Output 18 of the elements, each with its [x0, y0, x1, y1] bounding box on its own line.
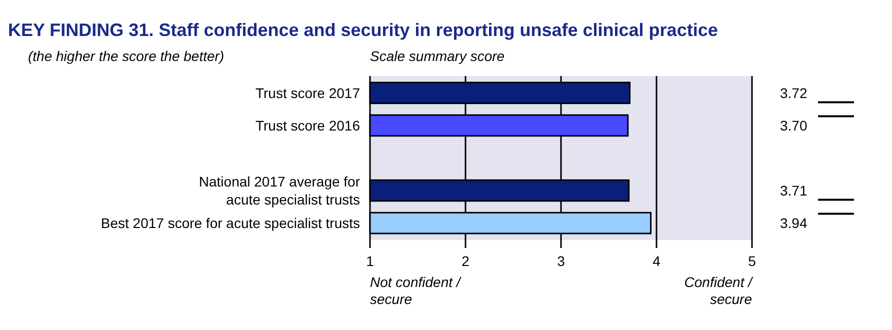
- x-tick-label: 5: [748, 253, 756, 269]
- x-tick-label: 3: [557, 253, 566, 269]
- y-tick-label: Best 2017 score for acute specialist trusts: [100, 215, 360, 232]
- y-tick-label: Trust score 2017: [255, 84, 360, 101]
- y-tick-label: National 2017 average for acute specialist trusts: [198, 174, 360, 208]
- data-label: 3.72: [780, 84, 808, 101]
- chart-title: KEY FINDING 31. Staff confidence and security in reporting unsafe clinical practice: [8, 20, 718, 40]
- data-label: 3.94: [780, 215, 808, 232]
- data-label: 3.71: [780, 182, 808, 199]
- text: (the higher the score the better): [28, 48, 224, 64]
- x-tick-label: 4: [652, 253, 661, 269]
- text: Not confident / secure: [370, 274, 462, 307]
- x-tick-label: 1: [366, 253, 374, 269]
- x-axis-title: Scale summary score: [370, 48, 505, 64]
- data-label: 3.70: [780, 117, 808, 134]
- text: Confident / secure: [684, 274, 754, 307]
- x-tick-label: 2: [462, 253, 470, 269]
- y-tick-label: Trust score 2016: [255, 117, 360, 134]
